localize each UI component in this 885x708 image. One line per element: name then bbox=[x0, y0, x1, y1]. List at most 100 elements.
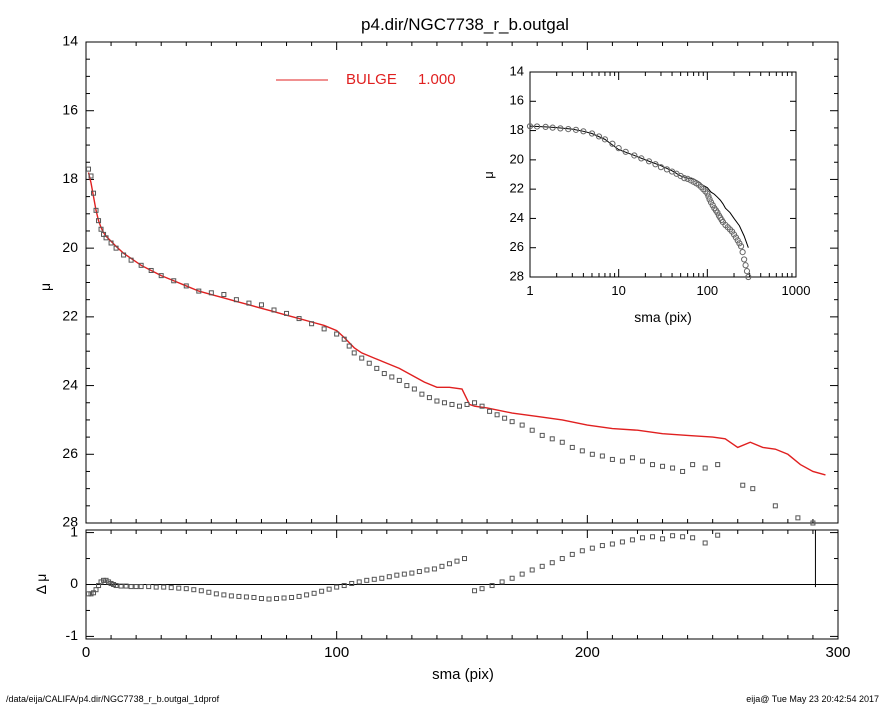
residual-point bbox=[251, 594, 257, 600]
residual-point bbox=[690, 535, 696, 541]
residual-point bbox=[454, 558, 460, 564]
data-point bbox=[509, 419, 515, 425]
data-point bbox=[529, 427, 535, 433]
residual-point bbox=[479, 586, 485, 592]
residual-point bbox=[236, 593, 242, 599]
data-point bbox=[599, 453, 605, 459]
data-point bbox=[171, 278, 177, 284]
inset-data-point bbox=[557, 125, 564, 132]
residual-panel: Δ μ sma (pix) -101 0 100 200 300 bbox=[33, 523, 851, 683]
residual-point bbox=[439, 563, 445, 569]
residual-point bbox=[394, 572, 400, 578]
data-point bbox=[539, 432, 545, 438]
residual-point bbox=[86, 591, 92, 597]
inset-y-tick-label: 16 bbox=[510, 93, 524, 108]
inset-data-point bbox=[663, 166, 671, 173]
data-point bbox=[101, 231, 107, 237]
inset-panel: μ sma (pix) 14 16 18 20 22 24 26 28 1 10 100 1000 bbox=[481, 63, 810, 325]
data-point bbox=[589, 451, 595, 457]
inset-y-tick-label: 28 bbox=[510, 268, 524, 283]
residual-point bbox=[304, 592, 310, 598]
inset-background bbox=[528, 72, 796, 277]
data-point bbox=[88, 173, 94, 179]
data-point bbox=[108, 240, 114, 246]
residual-point bbox=[228, 593, 234, 599]
residual-point bbox=[161, 584, 167, 590]
residual-point bbox=[128, 584, 134, 590]
data-point bbox=[98, 226, 104, 232]
residual-y-label: Δ μ bbox=[33, 574, 49, 595]
residual-point bbox=[341, 583, 347, 589]
residual-point bbox=[96, 583, 102, 589]
data-point bbox=[619, 458, 625, 464]
data-point bbox=[464, 401, 470, 407]
chart-title: p4.dir/NGC7738_r_b.outgal bbox=[361, 15, 569, 34]
inset-y-tick-label: 24 bbox=[510, 210, 524, 225]
residual-point bbox=[539, 563, 545, 569]
residual-point bbox=[660, 536, 666, 542]
residual-point bbox=[289, 594, 295, 600]
residual-point bbox=[629, 537, 635, 543]
residual-y-ticks: -1 0 1 bbox=[66, 523, 838, 643]
inset-data-point bbox=[705, 193, 712, 200]
data-point bbox=[494, 412, 500, 418]
data-point bbox=[346, 343, 352, 349]
main-data-marks bbox=[86, 166, 826, 526]
data-point bbox=[91, 190, 97, 196]
inset-data-point bbox=[549, 124, 556, 131]
inset-x-tick-label: 10 bbox=[611, 283, 625, 298]
data-point bbox=[795, 515, 801, 521]
residual-point bbox=[579, 548, 585, 554]
data-point bbox=[472, 400, 478, 406]
inset-data-point bbox=[595, 133, 603, 140]
data-point bbox=[660, 463, 666, 469]
residual-point bbox=[123, 583, 129, 589]
data-point bbox=[208, 290, 214, 296]
data-point bbox=[650, 462, 656, 468]
residual-point bbox=[281, 595, 287, 601]
data-point bbox=[341, 336, 347, 342]
data-point bbox=[374, 365, 380, 371]
residual-point bbox=[258, 596, 264, 602]
residual-point bbox=[111, 582, 117, 587]
data-point bbox=[609, 456, 615, 462]
main-y-label: μ bbox=[37, 283, 53, 291]
data-point bbox=[426, 395, 432, 401]
residual-point bbox=[715, 532, 721, 538]
main-y-tick-label: 24 bbox=[62, 376, 78, 392]
residual-point bbox=[113, 583, 119, 589]
data-point bbox=[396, 377, 402, 383]
residual-x-ticks: 0 100 200 300 bbox=[82, 530, 851, 661]
residual-x-tick-label: 300 bbox=[825, 644, 850, 661]
inset-data-point bbox=[742, 262, 749, 269]
data-point bbox=[138, 262, 144, 268]
data-point bbox=[487, 408, 493, 414]
residual-point bbox=[349, 580, 355, 586]
data-point bbox=[258, 302, 264, 308]
data-point bbox=[449, 401, 455, 407]
data-point bbox=[321, 326, 327, 332]
inset-y-tick-label: 22 bbox=[510, 181, 524, 196]
inset-data-point bbox=[657, 164, 665, 171]
residual-point bbox=[472, 588, 478, 594]
data-point bbox=[233, 297, 239, 303]
main-y-ticks: 14 16 18 20 22 24 26 28 bbox=[62, 33, 838, 530]
residual-x-tick-label: 0 bbox=[82, 644, 90, 661]
data-point bbox=[502, 415, 508, 421]
residual-point bbox=[519, 571, 525, 577]
data-point bbox=[103, 235, 109, 241]
inset-data-point bbox=[741, 256, 748, 263]
data-point bbox=[93, 207, 99, 213]
inset-data-point bbox=[526, 123, 534, 130]
residual-point bbox=[243, 594, 249, 600]
residual-point bbox=[213, 591, 219, 597]
main-y-tick-label: 18 bbox=[62, 170, 78, 186]
main-x-ticks bbox=[85, 42, 839, 523]
residual-point bbox=[191, 587, 197, 593]
data-point bbox=[381, 371, 387, 377]
inset-data-point bbox=[714, 209, 721, 216]
inset-data-point bbox=[684, 175, 691, 182]
data-point bbox=[309, 321, 315, 327]
inset-data-point bbox=[704, 190, 711, 197]
residual-point bbox=[446, 561, 452, 567]
